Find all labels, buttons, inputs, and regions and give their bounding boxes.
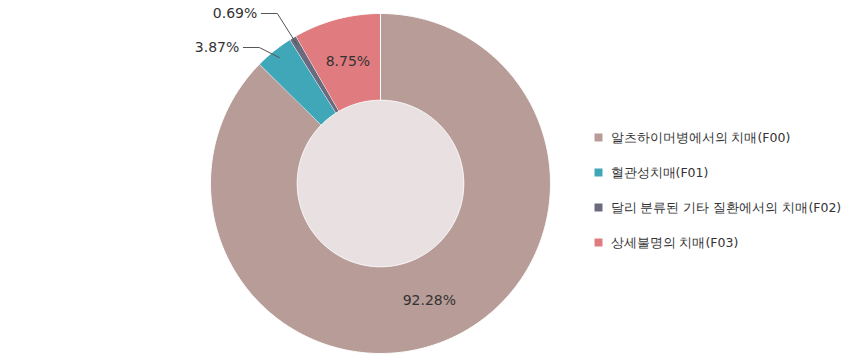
svg-text:알츠하이머병에서의 치매(F00): 알츠하이머병에서의 치매(F00): [611, 130, 791, 145]
svg-text:0.69%: 0.69%: [213, 5, 257, 21]
svg-text:3.87%: 3.87%: [195, 39, 239, 55]
svg-text:92.28%: 92.28%: [403, 292, 456, 308]
svg-text:달리 분류된 기타 질환에서의 치매(F02): 달리 분류된 기타 질환에서의 치매(F02): [611, 200, 842, 215]
svg-text:8.75%: 8.75%: [326, 53, 370, 69]
svg-text:상세불명의 치매(F03): 상세불명의 치매(F03): [611, 235, 739, 250]
svg-text:혈관성치매(F01): 혈관성치매(F01): [611, 165, 709, 180]
